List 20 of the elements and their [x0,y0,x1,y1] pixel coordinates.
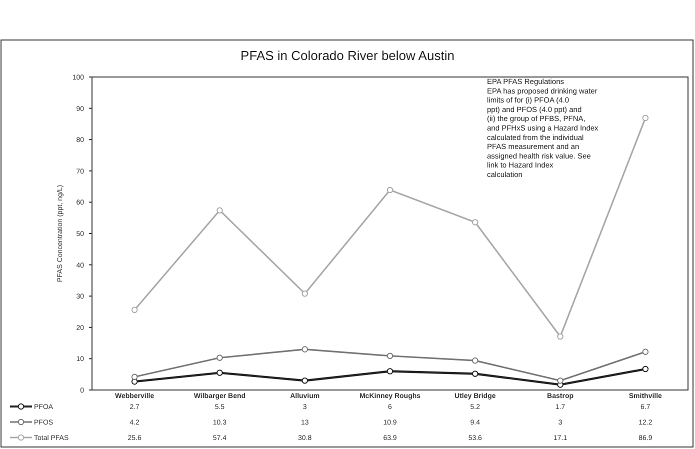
point [216,207,223,214]
point [472,357,478,364]
point [642,366,649,372]
point [386,368,394,374]
point [642,348,649,355]
point [472,219,478,226]
point [557,333,564,340]
point [386,186,394,194]
point [557,377,564,384]
point [131,374,138,380]
point [216,370,223,376]
chart-title: PFAS in Colorado River below Austin [240,48,454,63]
point [302,290,308,297]
point [386,352,394,360]
point [642,114,649,122]
point [131,306,138,314]
point [216,354,223,361]
point [302,377,308,384]
point [302,346,308,352]
point [472,370,478,377]
